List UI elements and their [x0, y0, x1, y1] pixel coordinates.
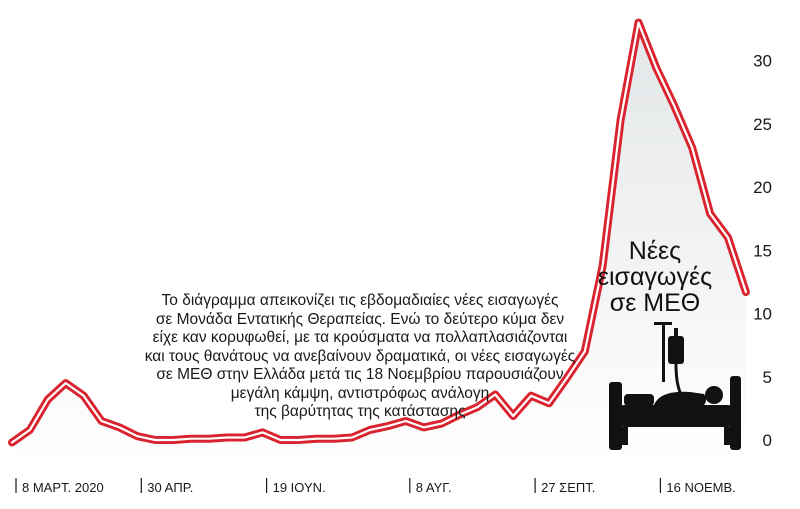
series-label-line: Νέες: [628, 237, 682, 265]
annotation-line: είχε καν κορυφωθεί, με τα κρούσματα να π…: [152, 329, 568, 346]
y-tick-label: 30: [753, 52, 772, 71]
annotation-line: της βαρύτητας της κατάστασης: [254, 403, 466, 420]
annotation-line: σε ΜΕΘ στην Ελλάδα μετά τις 18 Νοεμβρίου…: [156, 366, 564, 383]
series-line-highlight: [10, 21, 747, 444]
y-tick-label: 25: [753, 115, 772, 134]
annotation-line: μεγάλη κάμψη, αντιστρόφως ανάλογη: [230, 384, 490, 402]
series-line-layer: [8, 18, 750, 447]
series-label-line: εισαγωγές: [597, 263, 713, 291]
series-label: Νέες εισαγωγές σε ΜΕΘ: [590, 238, 720, 316]
x-tick-label: 8 ΜΑΡΤ. 2020: [22, 480, 104, 495]
y-tick-label: 15: [753, 241, 772, 260]
x-tick-label: 8 ΑΥΓ.: [416, 480, 452, 495]
y-tick-label: 5: [763, 368, 772, 387]
icu-bed-icon: [609, 322, 741, 450]
x-tick-label: 30 ΑΠΡ.: [147, 480, 193, 495]
y-axis-ticks: 0 5 10 15 20 25 30: [753, 52, 772, 451]
x-tick-label: 19 ΙΟΥΝ.: [273, 480, 326, 495]
x-tick-label: 27 ΣΕΠΤ.: [541, 480, 595, 495]
chart-annotation: Το διάγραμμα απεικονίζει τις εβδομαδιαίε…: [140, 292, 580, 422]
annotation-line: και τους θανάτους να ανεβαίνουν δραματικ…: [144, 347, 576, 365]
y-tick-label: 0: [763, 431, 772, 450]
y-tick-label: 20: [753, 178, 772, 197]
x-axis-ticks: 8 ΜΑΡΤ. 2020 30 ΑΠΡ. 19 ΙΟΥΝ. 8 ΑΥΓ. 27 ΣΕΠΤ…: [15, 478, 736, 495]
series-label-line: σε ΜΕΘ: [609, 289, 701, 317]
y-tick-label: 10: [753, 305, 772, 324]
x-tick-label: 16 ΝΟΕΜΒ.: [666, 480, 735, 495]
annotation-line: Το διάγραμμα απεικονίζει τις εβδομαδιαίε…: [161, 292, 559, 309]
annotation-line: σε Μονάδα Εντατικής Θεραπείας. Ενώ το δε…: [155, 310, 565, 328]
